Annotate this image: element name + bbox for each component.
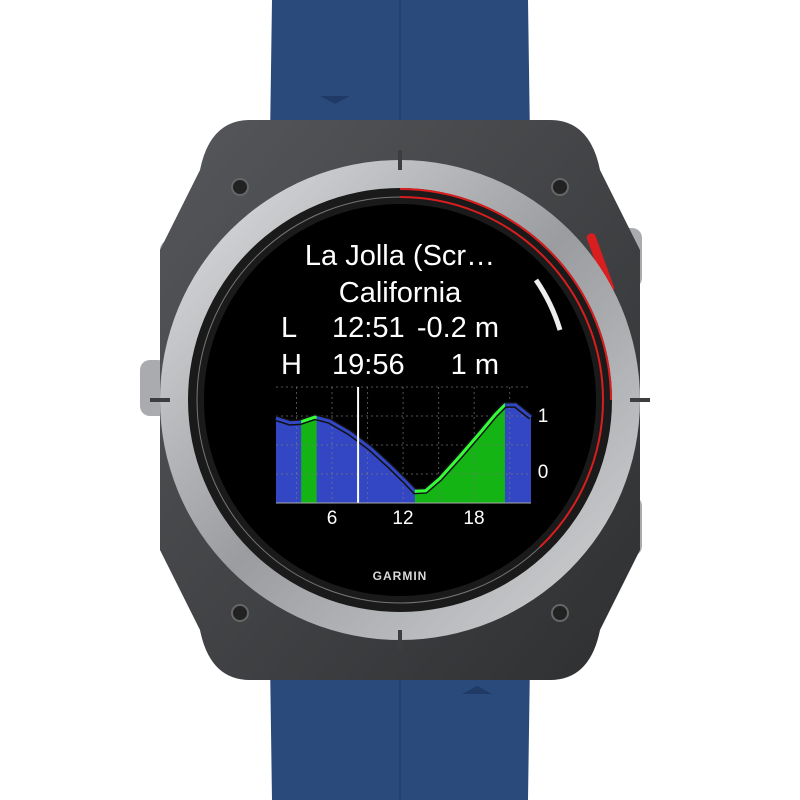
y-tick-0: 0 [537, 462, 549, 483]
location-region: California [338, 277, 462, 309]
high-height: 1 m [450, 349, 499, 381]
x-tick-6: 6 [326, 508, 338, 529]
low-time: 12:51 [332, 312, 405, 344]
high-label: H [281, 349, 302, 381]
band-arrow-icon [462, 686, 492, 694]
low-height: -0.2 m [416, 312, 499, 344]
brand-logo: GARMIN [372, 569, 428, 583]
location-name: La Jolla (Scr… [304, 240, 496, 272]
x-tick-12: 12 [392, 508, 414, 529]
x-tick-18: 18 [463, 508, 485, 529]
band-arrow-icon [320, 96, 350, 104]
highlight-range-0 [301, 404, 317, 503]
progress-arc [533, 278, 563, 331]
low-label: L [281, 312, 298, 344]
red-accent [586, 233, 615, 293]
high-time: 19:56 [332, 349, 405, 381]
y-tick-1: 1 [537, 406, 549, 427]
